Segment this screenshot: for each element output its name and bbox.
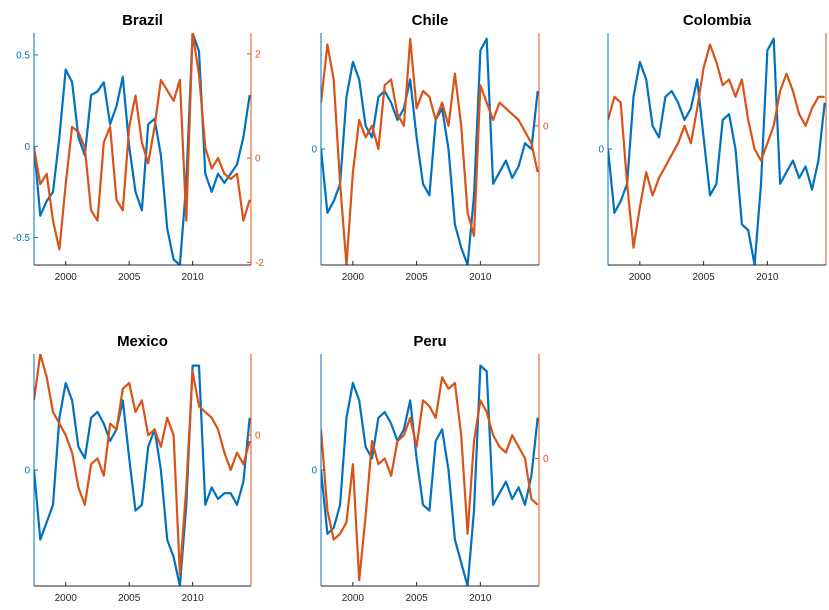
x-tick-label: 2010	[469, 593, 492, 604]
right-y-tick-label: 0	[255, 431, 261, 442]
right-axis-series-line	[34, 354, 251, 576]
panel-brazil: Brazil 2000 2005 2010 0.5 0 -0.5 2 0 -2	[13, 12, 265, 283]
left-y-tick-label: 0	[24, 466, 30, 477]
panel-peru: Peru 2000 2005 2010 0 0	[311, 333, 549, 604]
right-axis-series-line	[34, 33, 251, 251]
left-y-tick-label: 0	[24, 142, 30, 153]
left-y-tick-label: 0	[598, 145, 604, 156]
right-y-tick-label: -2	[255, 258, 264, 269]
x-tick-label: 2000	[55, 272, 78, 283]
left-axis-series-line	[34, 364, 251, 586]
left-axis-series-line	[608, 37, 826, 265]
right-y-tick-label: 0	[255, 154, 261, 165]
x-tick-label: 2010	[182, 272, 205, 283]
panel-colombia: Colombia 2000 2005 2010 0	[598, 12, 827, 283]
left-axis-series-line	[34, 33, 251, 265]
left-axis-series-line	[321, 37, 539, 265]
panel-title: Peru	[413, 333, 446, 350]
x-tick-label: 2000	[342, 272, 365, 283]
right-y-tick-label: 0	[543, 454, 549, 465]
x-tick-label: 2005	[405, 272, 428, 283]
right-axis-series-line	[608, 43, 825, 249]
panel-title: Mexico	[117, 333, 168, 350]
x-tick-label: 2000	[629, 272, 652, 283]
right-axis-series-line	[321, 376, 539, 582]
panel-chile: Chile 2000 2005 2010 0 0	[311, 12, 549, 283]
x-tick-label: 2000	[55, 593, 78, 604]
right-y-tick-label: 0	[543, 121, 549, 132]
x-tick-label: 2005	[118, 272, 141, 283]
left-y-tick-label: 0	[311, 145, 317, 156]
x-tick-label: 2005	[118, 593, 141, 604]
x-tick-label: 2000	[342, 593, 365, 604]
x-tick-label: 2005	[692, 272, 715, 283]
x-tick-label: 2010	[182, 593, 205, 604]
x-tick-label: 2010	[469, 272, 492, 283]
x-tick-label: 2010	[756, 272, 779, 283]
right-axis-series-line	[321, 37, 539, 265]
left-y-tick-label: 0	[311, 466, 317, 477]
panel-title: Brazil	[122, 12, 163, 29]
left-axis-series-line	[321, 364, 539, 586]
panel-mexico: Mexico 2000 2005 2010 0 0	[24, 333, 261, 604]
left-y-tick-label: -0.5	[13, 233, 31, 244]
panel-title: Colombia	[683, 12, 752, 29]
right-y-tick-label: 2	[255, 49, 261, 60]
x-tick-label: 2005	[405, 593, 428, 604]
left-y-tick-label: 0.5	[16, 50, 30, 61]
panel-title: Chile	[412, 12, 449, 29]
